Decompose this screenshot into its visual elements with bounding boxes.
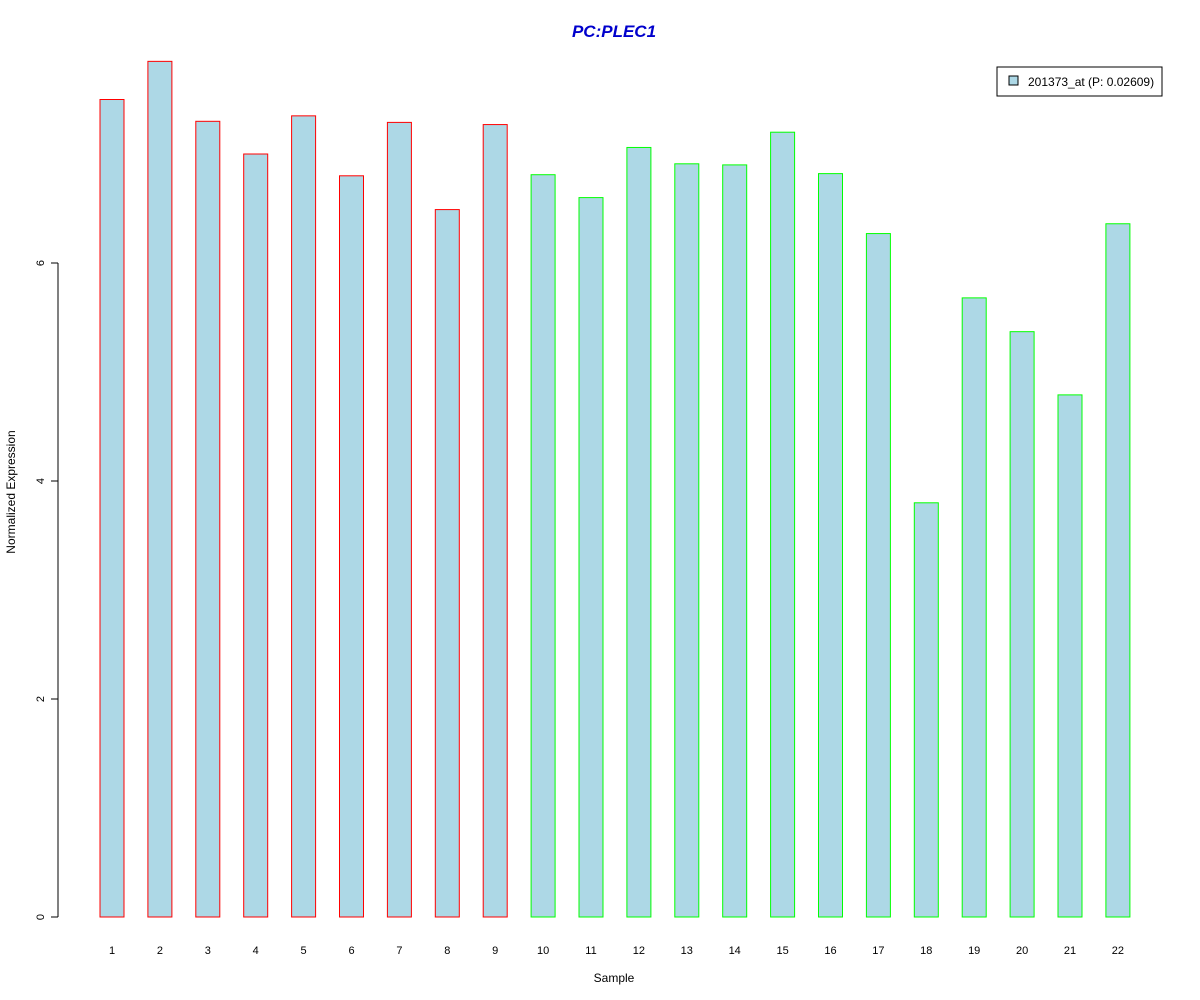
x-tick-label: 15 <box>776 945 788 957</box>
x-tick-label: 16 <box>824 945 836 957</box>
x-tick-label: 3 <box>205 945 211 957</box>
x-tick-label: 4 <box>253 945 259 957</box>
x-tick-label: 20 <box>1016 945 1028 957</box>
bar <box>195 120 221 918</box>
bar <box>865 233 891 918</box>
x-tick-label: 10 <box>537 945 549 957</box>
chart-title: PC:PLEC1 <box>572 22 656 41</box>
x-tick-label: 21 <box>1064 945 1076 957</box>
bar <box>1009 331 1035 918</box>
x-tick-labels: 1 2 3 4 5 6 7 8 9 10 11 12 13 14 15 16 17 18 19 20 21 22 <box>109 945 1124 957</box>
bar <box>818 173 843 918</box>
y-tick-label: 4 <box>35 478 47 484</box>
x-tick-label: 14 <box>729 945 741 957</box>
y-axis: 0 2 4 6 <box>35 260 59 920</box>
bar <box>530 174 556 918</box>
bar <box>770 131 796 918</box>
x-tick-label: 17 <box>872 945 884 957</box>
y-tick-label: 2 <box>35 696 47 702</box>
x-axis-title: Sample <box>594 971 635 985</box>
x-tick-label: 1 <box>109 945 115 957</box>
bar <box>99 99 125 918</box>
x-tick-label: 11 <box>585 945 596 957</box>
bar <box>626 146 652 918</box>
bar <box>291 115 317 918</box>
x-tick-label: 19 <box>968 945 980 957</box>
bar <box>243 153 269 918</box>
y-tick-label: 0 <box>35 914 47 920</box>
bar <box>1057 394 1083 918</box>
x-tick-label: 18 <box>920 945 932 957</box>
bar <box>434 209 460 918</box>
bar <box>913 502 939 918</box>
bar <box>961 297 987 918</box>
x-tick-label: 22 <box>1112 945 1124 957</box>
bar <box>147 60 173 918</box>
x-tick-label: 13 <box>681 945 693 957</box>
bar <box>674 163 700 918</box>
bar <box>1105 223 1131 918</box>
bar <box>722 164 748 918</box>
legend: 201373_at (P: 0.02609) <box>996 66 1163 97</box>
x-tick-label: 12 <box>633 945 645 957</box>
bar <box>578 197 604 918</box>
y-axis-title: Normalized Expression <box>4 430 18 553</box>
legend-label: 201373_at (P: 0.02609) <box>1028 75 1154 89</box>
bars <box>99 60 1131 918</box>
x-tick-label: 6 <box>348 945 354 957</box>
x-tick-label: 2 <box>157 945 163 957</box>
x-tick-label: 8 <box>444 945 450 957</box>
legend-swatch <box>1008 75 1019 86</box>
y-tick-label: 6 <box>35 260 47 266</box>
legend-box <box>996 66 1163 97</box>
x-tick-label: 7 <box>396 945 402 957</box>
bar <box>339 175 364 918</box>
bar <box>386 121 412 918</box>
x-tick-label: 9 <box>492 945 498 957</box>
x-tick-label: 5 <box>301 945 307 957</box>
bar <box>482 124 508 918</box>
